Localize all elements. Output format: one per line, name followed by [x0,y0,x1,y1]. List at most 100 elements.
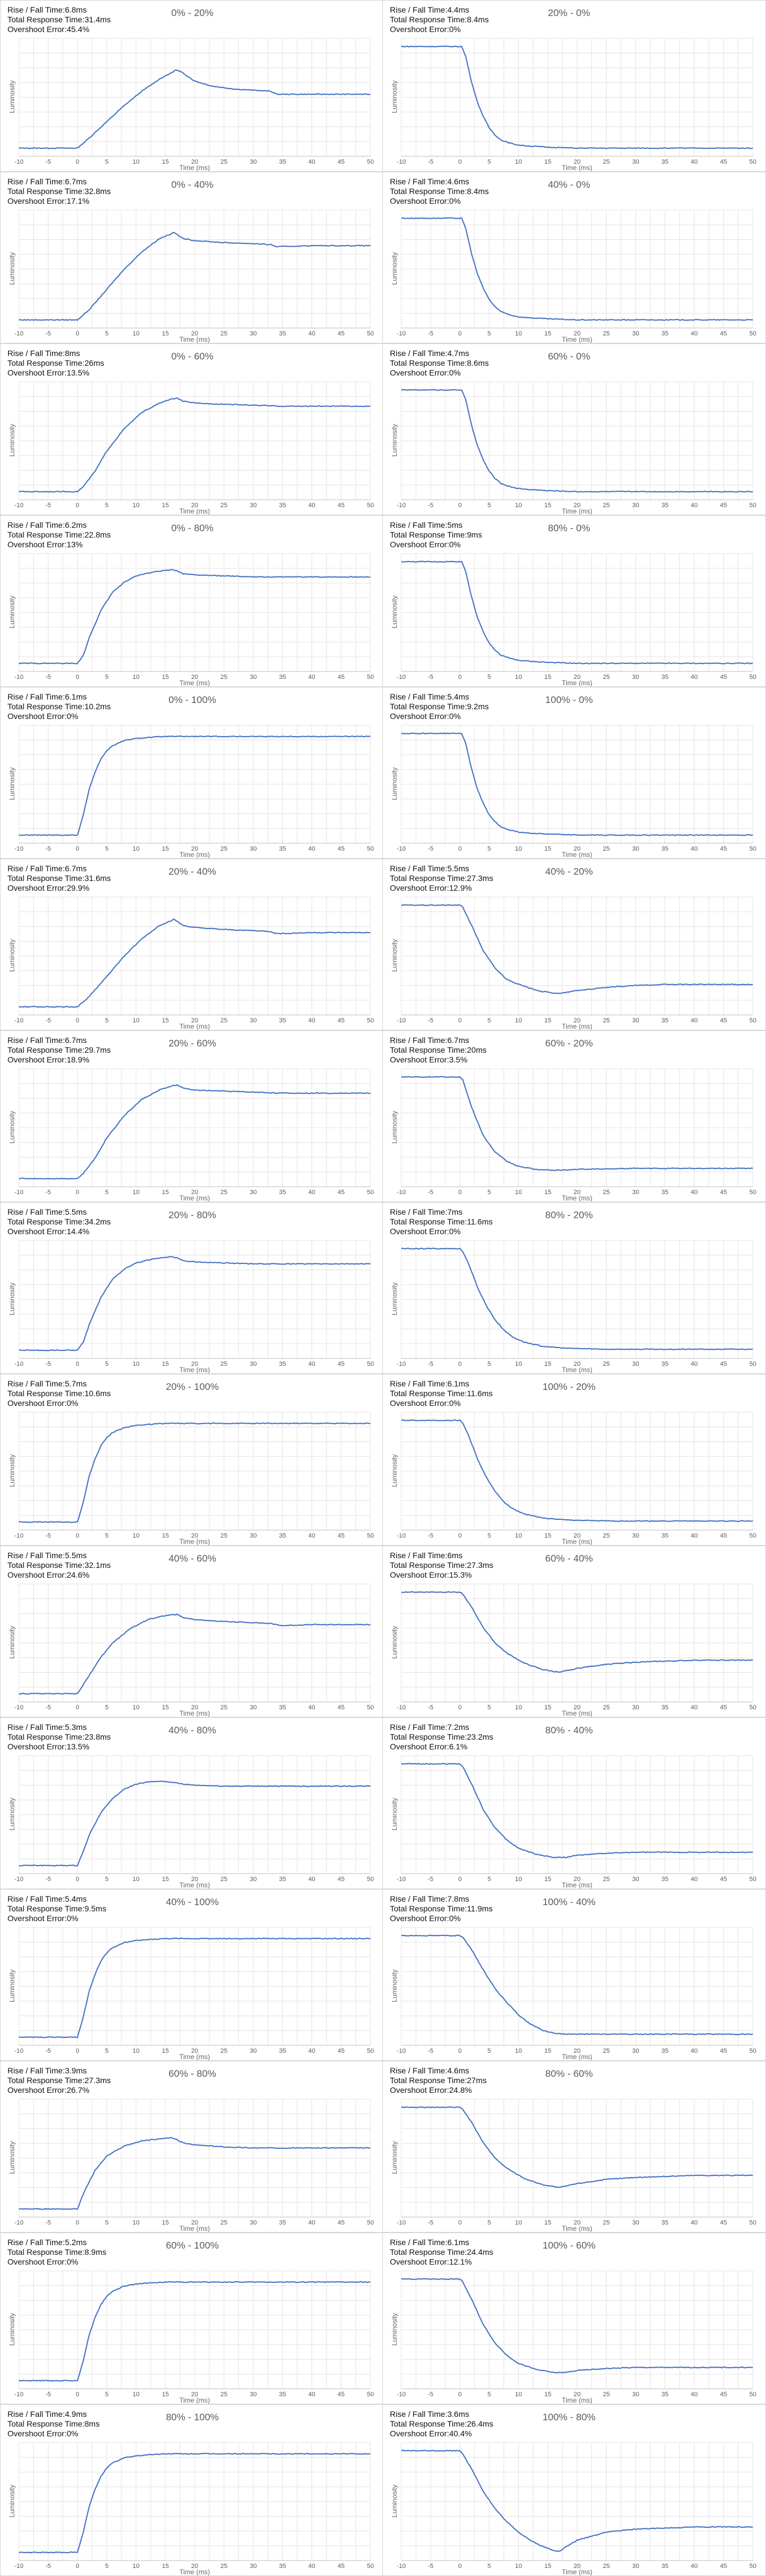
y-axis-label: Luminosity [8,1454,16,1487]
x-tick-label: 5 [105,1189,108,1196]
x-tick-label: 45 [338,330,345,337]
x-tick-label: 15 [544,502,551,509]
chart-panel: Rise / Fall Time:6.2ms Total Response Tim… [0,515,384,687]
x-tick-label: 30 [250,846,256,852]
x-tick-label: 50 [367,1704,374,1711]
x-tick-label: 35 [279,2563,286,2570]
luminosity-series-line [18,1613,371,1695]
x-tick-label: 35 [661,846,668,852]
x-tick-label: 40 [691,1876,698,1883]
x-tick-label: 40 [691,502,698,509]
x-tick-label: 20 [191,846,198,852]
x-tick-label: -5 [428,330,433,337]
line-chart: -10 -5 0 5 10 15 20 25 30 35 40 45 50 [397,38,756,165]
overshoot-error-text: Overshoot Error:0% [7,1914,78,1923]
x-tick-label: 30 [250,1532,256,1539]
luminosity-series-line [401,2278,753,2374]
x-axis-label: Time (ms) [562,851,593,859]
gridlines [18,2099,371,2218]
rise-fall-time-text: Rise / Fall Time:6.1ms [390,2238,469,2247]
luminosity-series-line [401,45,753,149]
x-tick-label: 50 [749,2219,756,2226]
x-tick-label: 30 [632,330,639,337]
stats-block: Rise / Fall Time:5.4ms Total Response Tim… [7,1894,106,1923]
x-tick-label: 15 [544,1876,551,1883]
y-axis-label: Luminosity [390,767,398,800]
x-tick-label: 0 [458,1876,461,1883]
y-axis-label: Luminosity [390,80,398,113]
x-tick-label: 10 [133,1361,140,1368]
line-chart: -10 -5 0 5 10 15 20 25 30 35 40 45 50 [397,725,756,852]
total-response-time-text: Total Response Time:31.4ms [7,15,111,24]
x-tick-label: 25 [603,330,610,337]
x-tick-label: -10 [14,2219,23,2226]
gridlines [18,210,371,329]
x-tick-label: 25 [603,2563,610,2570]
gridlines [18,38,371,157]
overshoot-error-text: Overshoot Error:12.9% [390,883,472,892]
x-tick-label: 45 [338,674,345,681]
y-axis-label: Luminosity [8,2141,16,2174]
line-chart: -10 -5 0 5 10 15 20 25 30 35 40 45 50 [397,1412,756,1539]
x-tick-label: 0 [458,2219,461,2226]
y-axis-label: Luminosity [390,252,398,285]
x-tick-label: 35 [279,2219,286,2226]
gridlines [401,2099,753,2218]
rise-fall-time-text: Rise / Fall Time:4.7ms [390,349,469,358]
x-tick-label: 20 [574,2391,581,2398]
x-tick-label: 30 [250,2563,256,2570]
luminosity-series-line [18,2452,371,2554]
x-tick-label: -10 [397,1876,406,1883]
x-tick-label: 40 [691,1361,698,1368]
x-tick-label: 40 [309,1017,315,1024]
x-tick-label: 0 [76,2048,79,2055]
gridlines [401,553,753,672]
x-tick-label: -5 [428,1361,433,1368]
x-tick-label: 45 [338,846,345,852]
overshoot-error-text: Overshoot Error:3.5% [390,1055,468,1064]
total-response-time-text: Total Response Time:27.3ms [390,874,493,883]
luminosity-series-line [401,2106,753,2188]
rise-fall-time-text: Rise / Fall Time:5.5ms [7,1207,87,1216]
rise-fall-time-text: Rise / Fall Time:4.6ms [390,177,469,186]
x-axis-label: Time (ms) [179,2396,210,2404]
x-axis-label: Time (ms) [562,2568,593,2576]
x-tick-label: 45 [338,1189,345,1196]
chart-title: 80% - 100% [165,2412,219,2423]
line-chart: -10 -5 0 5 10 15 20 25 30 35 40 45 50 [14,2099,374,2226]
rise-fall-time-text: Rise / Fall Time:7.8ms [390,1894,469,1903]
luminosity-series-line [19,918,370,1008]
x-tick-label: 10 [133,159,140,165]
x-axis-label: Time (ms) [562,1194,593,1202]
total-response-time-text: Total Response Time:8.4ms [390,187,489,196]
x-axis-label: Time (ms) [562,1538,593,1546]
x-tick-label: 25 [603,1361,610,1368]
x-tick-label: 35 [279,2391,286,2398]
x-tick-label: 0 [76,1189,79,1196]
x-tick-label: 5 [487,674,491,681]
total-response-time-text: Total Response Time:8.9ms [7,2247,106,2257]
x-tick-label: -5 [45,1017,51,1024]
chart-title: 40% - 80% [168,1725,216,1736]
rise-fall-time-text: Rise / Fall Time:7.2ms [390,1722,469,1732]
x-tick-label: 15 [162,1704,169,1711]
luminosity-series-line [18,1256,371,1352]
stats-block: Rise / Fall Time:6.7ms Total Response Tim… [7,177,111,206]
x-tick-label: 40 [691,159,698,165]
rise-fall-time-text: Rise / Fall Time:5.5ms [390,864,469,873]
overshoot-error-text: Overshoot Error:0% [7,2429,78,2438]
chart-title: 60% - 0% [548,351,590,362]
x-tick-label: 45 [720,1532,727,1539]
x-tick-label: 10 [515,1189,522,1196]
chart-title: 100% - 40% [542,1897,596,1907]
x-tick-label: 40 [691,2391,698,2398]
x-tick-label: -10 [397,1361,406,1368]
rise-fall-time-text: Rise / Fall Time:7ms [390,1207,463,1216]
x-tick-label: 35 [279,1017,286,1024]
x-tick-label: 15 [162,2563,169,2570]
chart-panel: Rise / Fall Time:6.7ms Total Response Tim… [0,172,384,343]
x-axis-label: Time (ms) [179,164,210,172]
y-axis-label: Luminosity [390,2141,398,2174]
x-tick-label: 25 [603,502,610,509]
chart-title: 80% - 20% [545,1210,593,1220]
